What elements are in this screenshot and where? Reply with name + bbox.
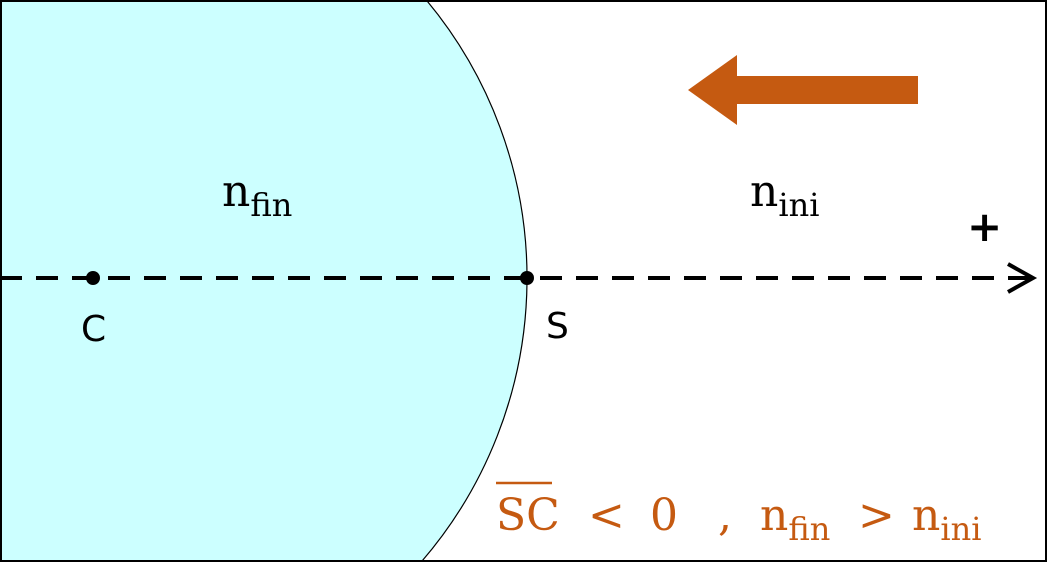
n-fin-sub: fin xyxy=(250,186,292,224)
n-ini-sub: ini xyxy=(778,186,819,224)
axis-arrowhead-icon xyxy=(1007,262,1038,294)
condition-relation2: > xyxy=(858,490,895,541)
condition-n2-base: n xyxy=(912,490,940,541)
condition-n1-base: n xyxy=(760,490,788,541)
label-s: S xyxy=(546,306,569,347)
label-c: C xyxy=(81,309,106,350)
condition-n2-sub: ini xyxy=(940,510,981,548)
condition-relation1: < xyxy=(588,490,625,541)
refracting-medium xyxy=(0,0,528,562)
point-s xyxy=(520,271,534,285)
point-c xyxy=(86,271,100,285)
label-n-ini: nini xyxy=(750,166,819,224)
condition-segment: SC xyxy=(496,490,560,541)
light-direction-arrow-icon xyxy=(688,55,918,125)
label-plus: + xyxy=(967,202,1002,251)
label-n-fin: nfin xyxy=(222,166,292,224)
condition-text: SC <0, nfin > nini xyxy=(496,490,981,548)
condition-n1-sub: fin xyxy=(788,510,830,548)
condition-separator: , xyxy=(718,490,732,541)
n-fin-base: n xyxy=(222,166,250,217)
condition-value: 0 xyxy=(650,490,678,541)
n-ini-base: n xyxy=(750,166,778,217)
